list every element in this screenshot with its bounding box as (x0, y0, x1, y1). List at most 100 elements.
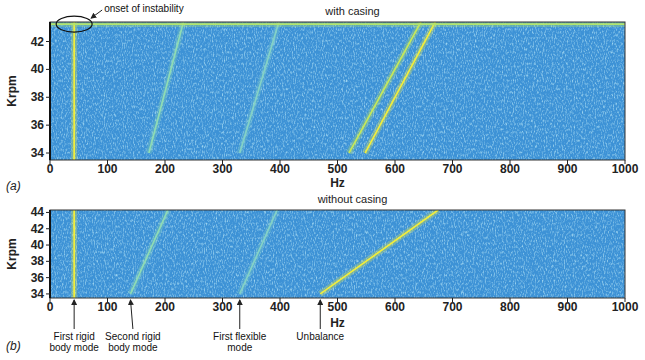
x-axis-title: Hz (330, 316, 345, 330)
mode-line (149, 22, 184, 153)
y-tick (46, 245, 50, 246)
x-tick-label: 400 (270, 300, 290, 314)
y-tick (46, 125, 50, 126)
plot-frame (50, 210, 625, 298)
mode-line (73, 22, 75, 160)
annotation-text: onset of instability (104, 3, 183, 14)
annotation-line: First rigid (54, 331, 95, 342)
x-tick-label: 100 (97, 162, 117, 176)
annotation-text: First flexiblemode (213, 331, 267, 353)
mode-line-halo (71, 22, 77, 160)
plot-area (50, 22, 625, 160)
x-tick-label: 600 (385, 162, 405, 176)
y-tick (46, 97, 50, 98)
plot-texture (50, 22, 625, 160)
x-tick-label: 500 (327, 300, 347, 314)
y-tick (46, 261, 50, 262)
annotation-line: Second rigid (105, 331, 161, 342)
mode-line-halo (149, 22, 184, 153)
x-tick-label: 800 (500, 300, 520, 314)
annotation-arrow (320, 300, 321, 329)
mode-line-halo (50, 22, 625, 27)
x-tick-label: 700 (442, 162, 462, 176)
figure: 0100200300400500600700800900100034363840… (0, 0, 645, 360)
y-tick-label: 42 (31, 35, 45, 49)
y-tick-label: 34 (31, 287, 45, 301)
mode-line (349, 22, 421, 153)
x-tick-label: 300 (212, 300, 232, 314)
x-tick-label: 200 (155, 300, 175, 314)
x-tick-label: 0 (47, 300, 54, 314)
annotation-text: Unbalance (296, 331, 344, 342)
x-tick-label: 100 (97, 300, 117, 314)
annotation-text: Second rigidbody mode (105, 331, 161, 353)
mode-line-halo (240, 22, 279, 153)
y-tick (46, 293, 50, 294)
x-tick-label: 0 (47, 162, 54, 176)
annotation-line: Unbalance (296, 331, 344, 342)
y-axis-title: Krpm (5, 75, 19, 106)
y-tick-label: 44 (31, 205, 45, 219)
y-tick (46, 41, 50, 42)
mode-line-halo (240, 210, 277, 294)
mode-line-halo (320, 210, 438, 294)
mode-line (365, 22, 435, 153)
x-tick-label: 500 (327, 162, 347, 176)
annotation-ellipse (56, 16, 92, 32)
y-tick-label: 42 (31, 222, 45, 236)
mode-line-halo (131, 210, 168, 294)
y-axis-title: Krpm (5, 238, 19, 269)
plot-background (50, 210, 625, 298)
x-tick-label: 800 (500, 162, 520, 176)
plot-background (50, 22, 625, 160)
y-axis-line (49, 22, 51, 160)
x-tick-label: 1000 (612, 300, 639, 314)
x-tick-label: 900 (557, 300, 577, 314)
mode-line (240, 22, 279, 153)
y-tick-label: 40 (31, 238, 45, 252)
y-tick-label: 40 (31, 62, 45, 76)
y-axis-line (49, 210, 51, 298)
mode-line (73, 210, 75, 298)
x-tick-label: 700 (442, 300, 462, 314)
annotation-arrow (74, 300, 75, 329)
panel-title: with casing (324, 5, 379, 17)
annotation-line: First flexible (213, 331, 267, 342)
panel-title: without casing (317, 193, 388, 205)
annotation-arrow (239, 300, 240, 329)
y-tick-label: 36 (31, 118, 45, 132)
panel-letter: (b) (6, 339, 21, 353)
annotation-line: body mode (49, 342, 99, 353)
y-tick-label: 38 (31, 254, 45, 268)
y-tick (46, 212, 50, 213)
plot-area (50, 210, 625, 298)
plot-frame (50, 22, 625, 160)
x-tick-label: 200 (155, 162, 175, 176)
mode-line-halo (71, 210, 77, 298)
x-axis-title: Hz (330, 176, 345, 190)
mode-line (240, 210, 277, 294)
mode-line-halo (349, 22, 421, 153)
y-tick (46, 69, 50, 70)
x-tick-label: 1000 (612, 162, 639, 176)
y-tick-label: 38 (31, 90, 45, 104)
x-tick-label: 900 (557, 162, 577, 176)
mode-line (50, 23, 625, 25)
y-tick-label: 36 (31, 271, 45, 285)
annotation-arrow (131, 300, 133, 329)
mode-line (131, 210, 168, 294)
panel-letter: (a) (6, 179, 21, 193)
y-tick (46, 277, 50, 278)
x-tick-label: 300 (212, 162, 232, 176)
annotation-line: body mode (108, 342, 158, 353)
annotation-text: First rigidbody mode (49, 331, 99, 353)
mode-line (320, 210, 438, 294)
x-tick-label: 600 (385, 300, 405, 314)
plot-texture (50, 210, 625, 298)
y-tick-label: 34 (31, 146, 45, 160)
y-tick (46, 153, 50, 154)
annotation-line: mode (227, 342, 252, 353)
mode-line-halo (365, 22, 435, 153)
x-tick-label: 400 (270, 162, 290, 176)
annotation-arrow (91, 10, 102, 18)
